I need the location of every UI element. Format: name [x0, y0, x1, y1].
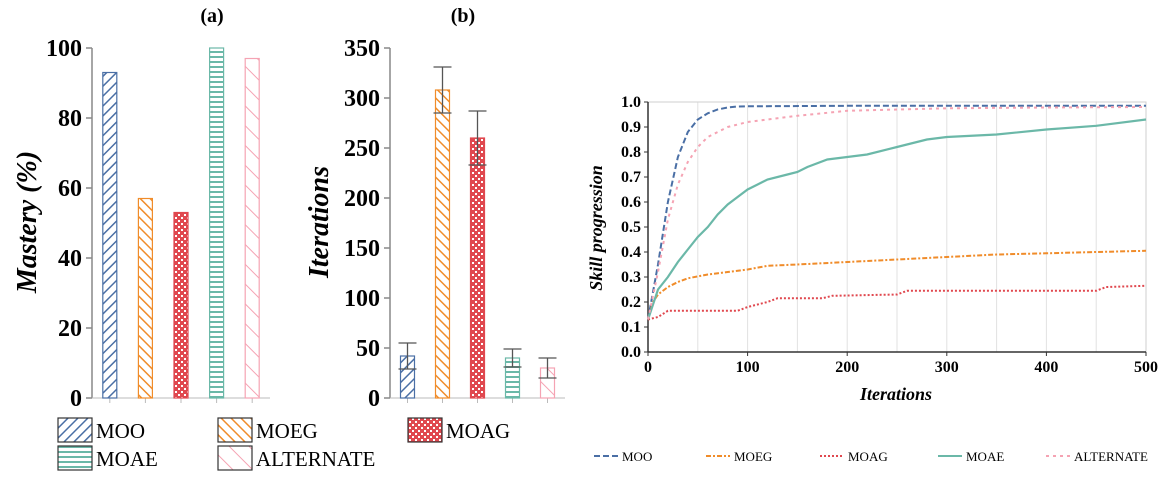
y-tick-label: 0.1 — [621, 319, 641, 336]
skill-x-axis-label: Iterations — [859, 384, 932, 404]
legend-label-moo: MOO — [96, 419, 145, 443]
line-moae — [646, 118, 1147, 320]
y-tick-label: 200 — [344, 186, 380, 212]
bar-chart-legend: MOO MOEG MOAG MOAE ALTERNATE — [57, 417, 510, 471]
line-moeg — [647, 249, 1147, 320]
legend-label-alternate: ALTERNATE — [256, 447, 375, 471]
error-bar-moag — [468, 110, 487, 166]
bar-moag — [173, 211, 189, 399]
x-tick-label: 0 — [644, 359, 652, 376]
legend-item-moae: MOAE — [57, 445, 158, 471]
mastery-y-axis-label: Mastery (%) — [12, 151, 43, 294]
skill-y-axis-label: Skill progression — [586, 165, 606, 291]
y-tick-label: 60 — [58, 176, 82, 202]
skill-progression-line-chart: Skill progression Iterations 0.0 0.1 0.2 0.… — [586, 94, 1158, 404]
line-legend-item-moeg: MOEG — [706, 449, 772, 464]
x-tick-label: 500 — [1134, 359, 1158, 376]
legend-item-moeg: MOEG — [217, 417, 318, 443]
y-tick-label: 0.7 — [621, 169, 641, 186]
iterations-y-axis-label: Iterations — [304, 166, 335, 279]
line-legend-label-moeg: MOEG — [734, 449, 772, 464]
bar-moo — [102, 71, 118, 399]
line-moo — [647, 104, 1146, 320]
y-tick-label: 0.6 — [621, 194, 641, 211]
y-tick-label: 0.3 — [621, 269, 641, 286]
x-tick-label: 100 — [736, 359, 760, 376]
y-tick-label: 0.4 — [621, 244, 641, 261]
line-legend-label-alternate: ALTERNATE — [1074, 449, 1148, 464]
line-alternate — [647, 106, 1147, 320]
bar-moeg — [137, 197, 153, 399]
line-legend-item-alternate: ALTERNATE — [1046, 449, 1148, 464]
panel-label-b: (b) — [451, 5, 475, 27]
line-chart-legend: MOO MOEG MOAG MOAE ALTERNATE — [594, 449, 1148, 464]
x-tick-label: 200 — [835, 359, 859, 376]
line-legend-label-moag: MOAG — [848, 449, 888, 464]
legend-swatch-moeg — [217, 417, 253, 443]
y-tick-label: 0.0 — [621, 344, 641, 361]
y-tick-label: 20 — [58, 316, 82, 342]
y-tick-label: 0.2 — [621, 294, 641, 311]
y-tick-label: 100 — [344, 286, 380, 312]
line-legend-item-moae: MOAE — [938, 449, 1004, 464]
iterations-bar-chart: (b) Iterations 0 50 100 150 200 250 300 350 — [304, 5, 565, 412]
legend-item-moag: MOAG — [407, 417, 510, 443]
x-tick-label: 300 — [935, 359, 959, 376]
y-tick-label: 150 — [344, 236, 380, 262]
error-bar-alternate — [538, 357, 557, 379]
y-tick-label: 0 — [70, 386, 82, 412]
y-tick-label: 250 — [344, 136, 380, 162]
y-tick-label: 40 — [58, 246, 82, 272]
error-bar-moeg — [433, 66, 452, 114]
y-tick-label: 0.9 — [621, 119, 641, 136]
y-tick-label: 300 — [344, 86, 380, 112]
legend-swatch-moae — [57, 445, 93, 471]
y-tick-label: 100 — [46, 36, 82, 62]
mastery-bar-chart: (a) Mastery (%) 0 20 40 60 80 100 — [12, 5, 270, 412]
y-tick-label: 50 — [356, 336, 380, 362]
y-tick-label: 80 — [58, 106, 82, 132]
bar-moeg — [434, 89, 451, 399]
legend-label-moeg: MOEG — [256, 419, 318, 443]
line-legend-label-moae: MOAE — [966, 449, 1004, 464]
panel-label-a: (a) — [200, 5, 223, 27]
legend-swatch-moag — [407, 417, 443, 443]
y-tick-label: 1.0 — [621, 94, 641, 111]
y-tick-label: 0 — [368, 386, 380, 412]
legend-swatch-alternate — [217, 445, 253, 471]
y-tick-label: 350 — [344, 36, 380, 62]
legend-item-moo: MOO — [57, 417, 145, 443]
line-legend-label-moo: MOO — [622, 449, 652, 464]
bar-moae — [209, 47, 225, 399]
y-tick-label: 0.8 — [621, 144, 641, 161]
legend-swatch-moo — [57, 417, 93, 443]
y-tick-label: 0.5 — [621, 219, 641, 236]
legend-label-moae: MOAE — [96, 447, 158, 471]
error-bar-moo — [398, 342, 417, 370]
bar-alternate — [244, 57, 260, 399]
error-bar-moae — [503, 348, 522, 368]
bar-moag — [469, 137, 486, 399]
x-tick-label: 400 — [1034, 359, 1058, 376]
legend-label-moag: MOAG — [446, 419, 510, 443]
legend-item-alternate: ALTERNATE — [217, 445, 375, 471]
line-legend-item-moo: MOO — [594, 449, 652, 464]
line-legend-item-moag: MOAG — [820, 449, 888, 464]
line-moag — [647, 284, 1147, 321]
